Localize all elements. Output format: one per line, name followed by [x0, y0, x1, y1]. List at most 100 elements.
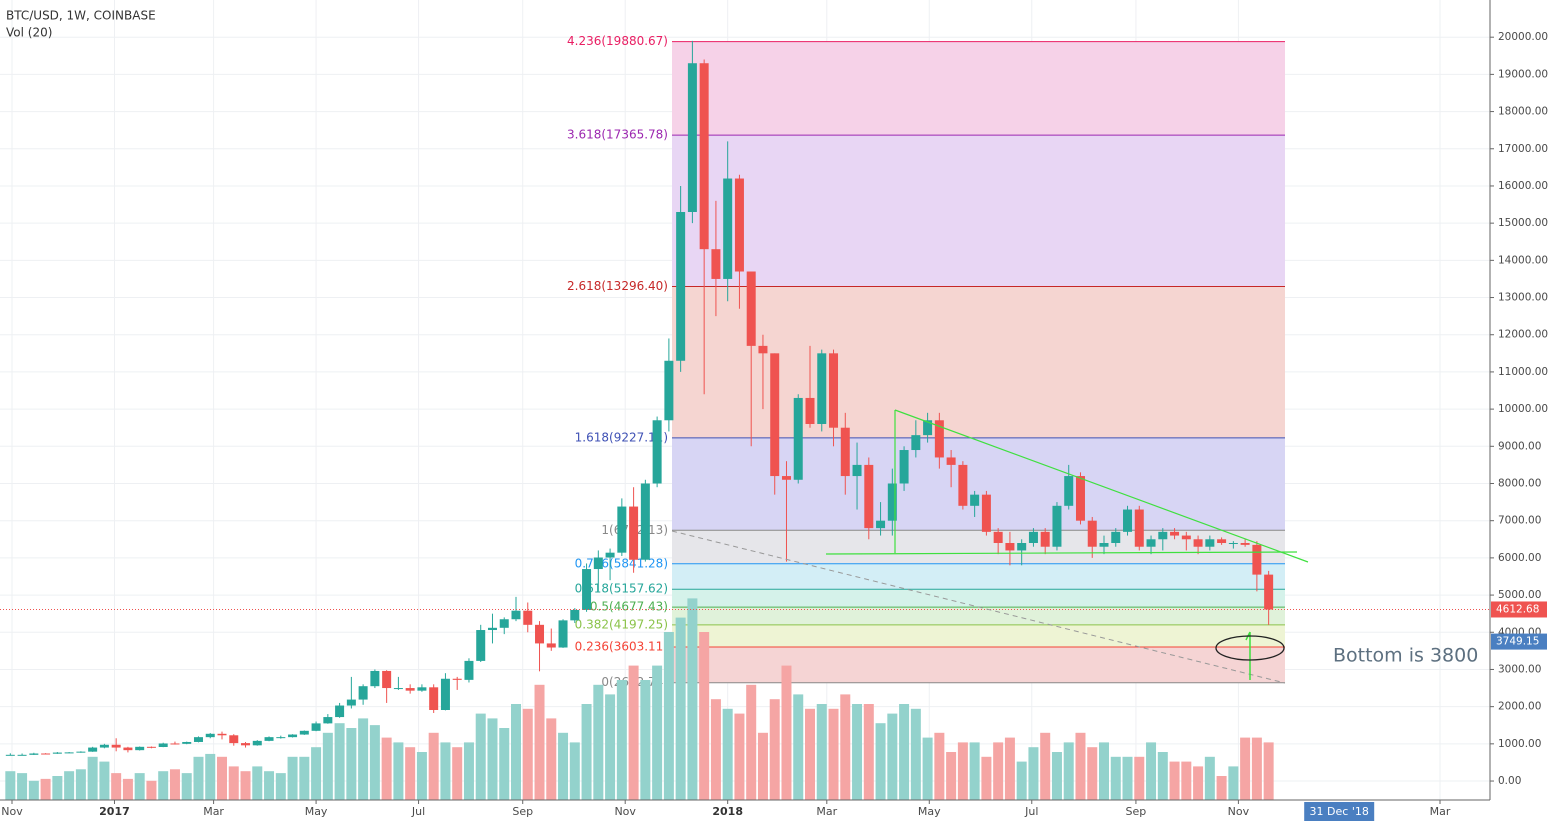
y-tick-label: 10000.00 [1498, 403, 1548, 415]
candle-body [1146, 539, 1156, 547]
fib-band [672, 624, 1285, 648]
volume-bar [922, 737, 933, 800]
x-tick-label: May [918, 805, 941, 818]
volume-bar [1051, 752, 1062, 800]
candle-body [876, 520, 886, 529]
volume-bar [605, 694, 616, 800]
volume-bar [1204, 756, 1215, 800]
volume-bar [593, 684, 604, 800]
y-tick-label: 19000.00 [1498, 68, 1548, 80]
y-tick-label: 2000.00 [1498, 701, 1541, 713]
volume-bar [381, 737, 392, 800]
volume-bar [17, 773, 28, 800]
candle-body [934, 420, 944, 458]
volume-bar [1004, 737, 1015, 800]
x-tick-label: Jul [411, 805, 425, 818]
candle-body [899, 450, 909, 484]
volume-bar [934, 732, 945, 800]
y-tick-label: 0.00 [1498, 775, 1521, 787]
candle-body [382, 670, 392, 689]
candle-body [1264, 574, 1274, 610]
volume-bar [628, 665, 639, 800]
volume-bar [522, 708, 533, 800]
candle-body [170, 743, 180, 745]
candle-body [1193, 539, 1203, 547]
candle-body [252, 740, 262, 746]
candle-body [123, 747, 133, 751]
volume-bar [946, 752, 957, 800]
candle-body [852, 464, 862, 477]
candle-body [1170, 531, 1180, 536]
triangle-line [825, 551, 1298, 555]
x-tick-label: Mar [203, 805, 224, 818]
fib-label: 0.786(5841.28) [575, 556, 668, 570]
cursor-date: 31 Dec '18 [1310, 805, 1369, 818]
candle-body [981, 494, 991, 532]
volume-bar [981, 756, 992, 800]
volume-bar [993, 742, 1004, 800]
volume-bar [181, 773, 192, 800]
volume-bar [569, 742, 580, 800]
volume-bar [887, 713, 898, 800]
candle-body [1087, 520, 1097, 547]
volume-bar [28, 780, 39, 800]
time-axis-bg [0, 800, 1548, 823]
volume-bar [769, 699, 780, 800]
candle-body [205, 733, 215, 738]
candle-body [429, 687, 439, 710]
candle-body [734, 178, 744, 272]
volume [5, 598, 1274, 800]
candle-body [41, 753, 51, 755]
candle-body [758, 345, 768, 354]
candle-body [970, 494, 980, 506]
candle-body [605, 552, 615, 558]
candle-body [711, 249, 721, 279]
fib-label: 0.382(4197.25) [575, 617, 668, 631]
candle-body [1205, 539, 1215, 547]
candle-body [523, 610, 533, 625]
volume-bar [416, 752, 427, 800]
volume-bar [875, 723, 886, 800]
volume-bar [358, 718, 369, 800]
volume-bar [1110, 756, 1121, 800]
volume-bar [1063, 742, 1074, 800]
candle-body [840, 427, 850, 477]
volume-bar [252, 766, 263, 800]
candle-body [182, 741, 192, 744]
candle-body [264, 737, 274, 741]
volume-bar [428, 732, 439, 800]
volume-bar [111, 773, 122, 800]
candle-body [993, 531, 1003, 544]
chart-title: BTC/USD, 1W, COINBASE [6, 9, 156, 23]
volume-bar [452, 747, 463, 800]
volume-bar [5, 771, 16, 800]
candle-body [405, 688, 415, 691]
y-tick-label: 11000.00 [1498, 366, 1548, 378]
y-tick-label: 15000.00 [1498, 217, 1548, 229]
x-tick-label: Jul [1024, 805, 1038, 818]
candle-body [1052, 505, 1062, 547]
volume-bar [440, 742, 451, 800]
candle-body [629, 506, 639, 560]
candle-body [1099, 543, 1109, 547]
candle-body [1111, 531, 1121, 544]
volume-bar [757, 732, 768, 800]
candle-body [464, 660, 474, 680]
volume-bar [1169, 761, 1180, 800]
candle-body [805, 397, 815, 424]
candle-body [1240, 543, 1250, 545]
volume-bar [699, 632, 710, 800]
candle-body [135, 746, 145, 751]
volume-bar [64, 771, 75, 800]
candle-body [793, 397, 803, 480]
volume-bar [463, 742, 474, 800]
fib-label: 0.236(3603.11) [575, 640, 668, 654]
candle-body [817, 353, 827, 424]
candle-body [770, 353, 780, 477]
candle-body [640, 483, 650, 560]
volume-bar [558, 732, 569, 800]
candle-body [5, 754, 15, 756]
candle-body [440, 678, 450, 710]
candle-body [781, 476, 791, 480]
